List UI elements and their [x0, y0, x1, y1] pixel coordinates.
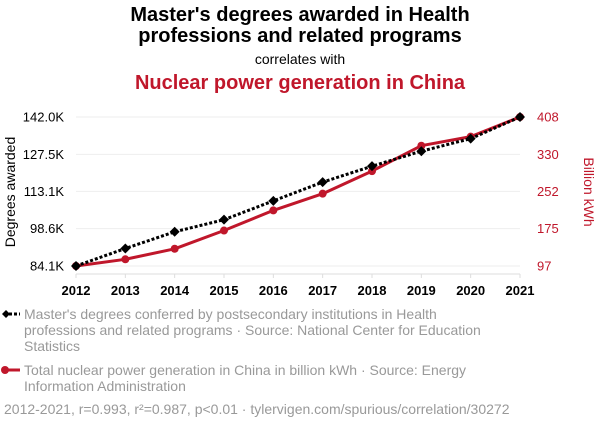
y-axis-right-label: Billion kWh [581, 157, 597, 226]
chart-title-line-2: professions and related programs [138, 25, 461, 47]
x-tick-label: 2014 [160, 283, 190, 298]
y-left-tick-label: 84.1K [30, 259, 64, 274]
data-point [417, 141, 426, 150]
chart-subtitle: correlates with [255, 51, 345, 67]
legend-entry: Master's degrees conferred by postsecond… [2, 306, 481, 354]
legend-label: Statistics [24, 338, 80, 354]
chart-title-line-1: Master's degrees awarded in Health [130, 4, 469, 26]
data-point [269, 206, 278, 215]
data-point [121, 255, 130, 264]
x-tick-label: 2016 [259, 283, 288, 298]
series-line [75, 115, 521, 268]
data-point [120, 243, 131, 254]
legend-entry: Total nuclear power generation in China … [1, 362, 466, 394]
x-tick-label: 2019 [407, 283, 436, 298]
x-axis: 2012 2013 2014 2015 2016 2017 2018 2019 2020 2021 [62, 273, 535, 298]
x-tick-label: 2018 [358, 283, 387, 298]
legend-marker [1, 366, 9, 374]
x-tick-label: 2021 [506, 283, 535, 298]
chart-title-secondary: Nuclear power generation in China [135, 72, 466, 94]
legend-label: Total nuclear power generation in China … [24, 362, 466, 378]
y-right-tick-label: 97 [537, 259, 551, 274]
data-point [317, 177, 328, 188]
y-left-tick-label: 127.5K [23, 147, 65, 162]
data-point [367, 161, 377, 172]
data-point [71, 261, 81, 271]
data-point [220, 226, 228, 235]
data-point [169, 226, 180, 237]
x-tick-label: 2013 [111, 283, 140, 298]
y-right-tick-label: 330 [537, 147, 559, 162]
data-point [170, 244, 179, 253]
grid-lines [76, 116, 520, 267]
x-tick-label: 2012 [62, 283, 91, 298]
chart-footer: 2012-2021, r=0.993, r²=0.987, p<0.01 · t… [4, 401, 510, 417]
series-layer [71, 112, 525, 271]
y-right-tick-label: 252 [537, 184, 559, 199]
data-point [268, 195, 279, 206]
series-degrees [71, 112, 525, 271]
y-left-tick-label: 98.6K [30, 221, 64, 236]
legend-label: Information Administration [24, 378, 186, 394]
data-point [416, 146, 427, 157]
y-left-tick-label: 142.0K [23, 110, 65, 125]
legend-label: professions and related programs · Sourc… [24, 322, 481, 338]
x-tick-label: 2017 [308, 283, 337, 298]
x-tick-label: 2020 [456, 283, 485, 298]
y-left-tick-label: 113.1K [24, 184, 65, 199]
data-point [318, 189, 327, 198]
y-axis-left: 84.1K 98.6K 113.1K 127.5K 142.0K [23, 110, 65, 274]
legend-label: Master's degrees conferred by postsecond… [24, 306, 437, 322]
x-tick-label: 2015 [210, 283, 239, 298]
data-point [465, 133, 476, 144]
legend-marker [2, 310, 10, 318]
legend: Master's degrees conferred by postsecond… [1, 306, 481, 394]
y-right-tick-label: 175 [537, 221, 559, 236]
data-point [219, 214, 229, 225]
data-point [515, 112, 525, 122]
y-axis-left-label: Degrees awarded [2, 137, 18, 248]
y-right-tick-label: 408 [537, 110, 559, 125]
y-axis-right: 97 175 252 330 408 [537, 110, 559, 274]
